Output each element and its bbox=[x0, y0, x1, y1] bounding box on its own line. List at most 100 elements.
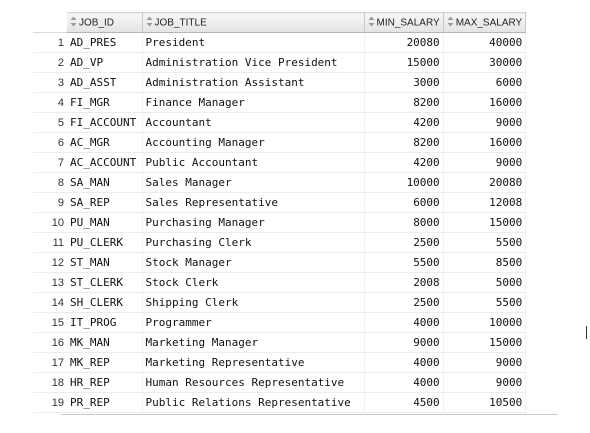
table-row[interactable]: 12 ST_MAN Stock Manager 5500 8500 bbox=[33, 252, 527, 273]
job-title-cell[interactable]: Shipping Clerk bbox=[142, 292, 365, 313]
sort-updown-icon[interactable] bbox=[146, 16, 153, 30]
min-salary-cell[interactable]: 15000 bbox=[364, 52, 444, 73]
max-salary-cell[interactable]: 5000 bbox=[443, 272, 527, 293]
job-id-cell[interactable]: PU_CLERK bbox=[67, 232, 143, 253]
row-number-cell[interactable]: 9 bbox=[33, 192, 67, 213]
min-salary-cell[interactable]: 5500 bbox=[364, 252, 444, 273]
row-number-cell[interactable]: 7 bbox=[33, 152, 67, 173]
row-number-cell[interactable]: 14 bbox=[33, 292, 67, 313]
max-salary-cell[interactable]: 15000 bbox=[443, 212, 527, 233]
sort-updown-icon[interactable] bbox=[447, 16, 454, 30]
job-title-cell[interactable]: Programmer bbox=[142, 312, 365, 333]
min-salary-cell[interactable]: 8200 bbox=[364, 92, 444, 113]
table-row[interactable]: 5 FI_ACCOUNT Accountant 4200 9000 bbox=[33, 112, 527, 133]
max-salary-cell[interactable]: 8500 bbox=[443, 252, 527, 273]
job-title-cell[interactable]: Stock Clerk bbox=[142, 272, 365, 293]
job-id-cell[interactable]: PU_MAN bbox=[67, 212, 143, 233]
max-salary-cell[interactable]: 6000 bbox=[443, 72, 527, 93]
table-row[interactable]: 8 SA_MAN Sales Manager 10000 20080 bbox=[33, 172, 527, 193]
job-id-cell[interactable]: ST_MAN bbox=[67, 252, 143, 273]
min-salary-cell[interactable]: 4000 bbox=[364, 352, 444, 373]
table-row[interactable]: 6 AC_MGR Accounting Manager 8200 16000 bbox=[33, 132, 527, 153]
min-salary-cell[interactable]: 4200 bbox=[364, 112, 444, 133]
table-row[interactable]: 1 AD_PRES President 20080 40000 bbox=[33, 32, 527, 53]
job-title-cell[interactable]: Administration Vice President bbox=[142, 52, 365, 73]
job-id-cell[interactable]: MK_MAN bbox=[67, 332, 143, 353]
job-id-cell[interactable]: FI_ACCOUNT bbox=[67, 112, 143, 133]
row-number-cell[interactable]: 19 bbox=[33, 392, 67, 413]
job-title-cell[interactable]: Administration Assistant bbox=[142, 72, 365, 93]
row-number-cell[interactable]: 10 bbox=[33, 212, 67, 233]
min-salary-cell[interactable]: 4000 bbox=[364, 372, 444, 393]
job-title-cell[interactable]: Purchasing Clerk bbox=[142, 232, 365, 253]
job-title-cell[interactable]: Public Accountant bbox=[142, 152, 365, 173]
job-id-cell[interactable]: SH_CLERK bbox=[67, 292, 143, 313]
max-salary-cell[interactable]: 10500 bbox=[443, 392, 527, 413]
job-title-cell[interactable]: Sales Representative bbox=[142, 192, 365, 213]
table-row[interactable]: 4 FI_MGR Finance Manager 8200 16000 bbox=[33, 92, 527, 113]
min-salary-cell[interactable]: 2008 bbox=[364, 272, 444, 293]
column-header-max-salary[interactable]: MAX_SALARY bbox=[443, 12, 527, 33]
table-row[interactable]: 10 PU_MAN Purchasing Manager 8000 15000 bbox=[33, 212, 527, 233]
max-salary-cell[interactable]: 16000 bbox=[443, 132, 527, 153]
table-row[interactable]: 13 ST_CLERK Stock Clerk 2008 5000 bbox=[33, 272, 527, 293]
job-id-cell[interactable]: AC_MGR bbox=[67, 132, 143, 153]
table-row[interactable]: 19 PR_REP Public Relations Representative 4… bbox=[33, 392, 527, 413]
max-salary-cell[interactable]: 9000 bbox=[443, 112, 527, 133]
job-id-cell[interactable]: PR_REP bbox=[67, 392, 143, 413]
min-salary-cell[interactable]: 4200 bbox=[364, 152, 444, 173]
job-title-cell[interactable]: Human Resources Representative bbox=[142, 372, 365, 393]
min-salary-cell[interactable]: 20080 bbox=[364, 32, 444, 53]
job-title-cell[interactable]: Accounting Manager bbox=[142, 132, 365, 153]
job-title-cell[interactable]: Marketing Representative bbox=[142, 352, 365, 373]
max-salary-cell[interactable]: 40000 bbox=[443, 32, 527, 53]
min-salary-cell[interactable]: 8000 bbox=[364, 212, 444, 233]
max-salary-cell[interactable]: 10000 bbox=[443, 312, 527, 333]
job-title-cell[interactable]: Marketing Manager bbox=[142, 332, 365, 353]
max-salary-cell[interactable]: 5500 bbox=[443, 232, 527, 253]
table-row[interactable]: 15 IT_PROG Programmer 4000 10000 bbox=[33, 312, 527, 333]
job-id-cell[interactable]: AC_ACCOUNT bbox=[67, 152, 143, 173]
min-salary-cell[interactable]: 6000 bbox=[364, 192, 444, 213]
min-salary-cell[interactable]: 3000 bbox=[364, 72, 444, 93]
job-id-cell[interactable]: AD_VP bbox=[67, 52, 143, 73]
job-title-cell[interactable]: Sales Manager bbox=[142, 172, 365, 193]
min-salary-cell[interactable]: 9000 bbox=[364, 332, 444, 353]
row-number-cell[interactable]: 3 bbox=[33, 72, 67, 93]
row-number-cell[interactable]: 8 bbox=[33, 172, 67, 193]
max-salary-cell[interactable]: 30000 bbox=[443, 52, 527, 73]
job-id-cell[interactable]: AD_PRES bbox=[67, 32, 143, 53]
max-salary-cell[interactable]: 16000 bbox=[443, 92, 527, 113]
row-number-cell[interactable]: 15 bbox=[33, 312, 67, 333]
row-number-cell[interactable]: 1 bbox=[33, 32, 67, 53]
max-salary-cell[interactable]: 9000 bbox=[443, 352, 527, 373]
table-row[interactable]: 18 HR_REP Human Resources Representative 40… bbox=[33, 372, 527, 393]
row-number-cell[interactable]: 13 bbox=[33, 272, 67, 293]
job-id-cell[interactable]: ST_CLERK bbox=[67, 272, 143, 293]
job-id-cell[interactable]: IT_PROG bbox=[67, 312, 143, 333]
max-salary-cell[interactable]: 9000 bbox=[443, 152, 527, 173]
max-salary-cell[interactable]: 20080 bbox=[443, 172, 527, 193]
job-title-cell[interactable]: Finance Manager bbox=[142, 92, 365, 113]
job-id-cell[interactable]: HR_REP bbox=[67, 372, 143, 393]
min-salary-cell[interactable]: 2500 bbox=[364, 232, 444, 253]
min-salary-cell[interactable]: 4500 bbox=[364, 392, 444, 413]
row-number-cell[interactable]: 2 bbox=[33, 52, 67, 73]
row-number-cell[interactable]: 11 bbox=[33, 232, 67, 253]
job-id-cell[interactable]: SA_MAN bbox=[67, 172, 143, 193]
column-header-min-salary[interactable]: MIN_SALARY bbox=[364, 12, 444, 33]
table-row[interactable]: 2 AD_VP Administration Vice President 15000… bbox=[33, 52, 527, 73]
max-salary-cell[interactable]: 12008 bbox=[443, 192, 527, 213]
table-row[interactable]: 16 MK_MAN Marketing Manager 9000 15000 bbox=[33, 332, 527, 353]
min-salary-cell[interactable]: 2500 bbox=[364, 292, 444, 313]
min-salary-cell[interactable]: 10000 bbox=[364, 172, 444, 193]
row-number-cell[interactable]: 18 bbox=[33, 372, 67, 393]
job-id-cell[interactable]: FI_MGR bbox=[67, 92, 143, 113]
table-row[interactable]: 17 MK_REP Marketing Representative 4000 9000 bbox=[33, 352, 527, 373]
job-title-cell[interactable]: Accountant bbox=[142, 112, 365, 133]
column-header-job-id[interactable]: JOB_ID bbox=[67, 12, 143, 33]
row-number-cell[interactable]: 16 bbox=[33, 332, 67, 353]
max-salary-cell[interactable]: 5500 bbox=[443, 292, 527, 313]
job-id-cell[interactable]: AD_ASST bbox=[67, 72, 143, 93]
table-row[interactable]: 14 SH_CLERK Shipping Clerk 2500 5500 bbox=[33, 292, 527, 313]
